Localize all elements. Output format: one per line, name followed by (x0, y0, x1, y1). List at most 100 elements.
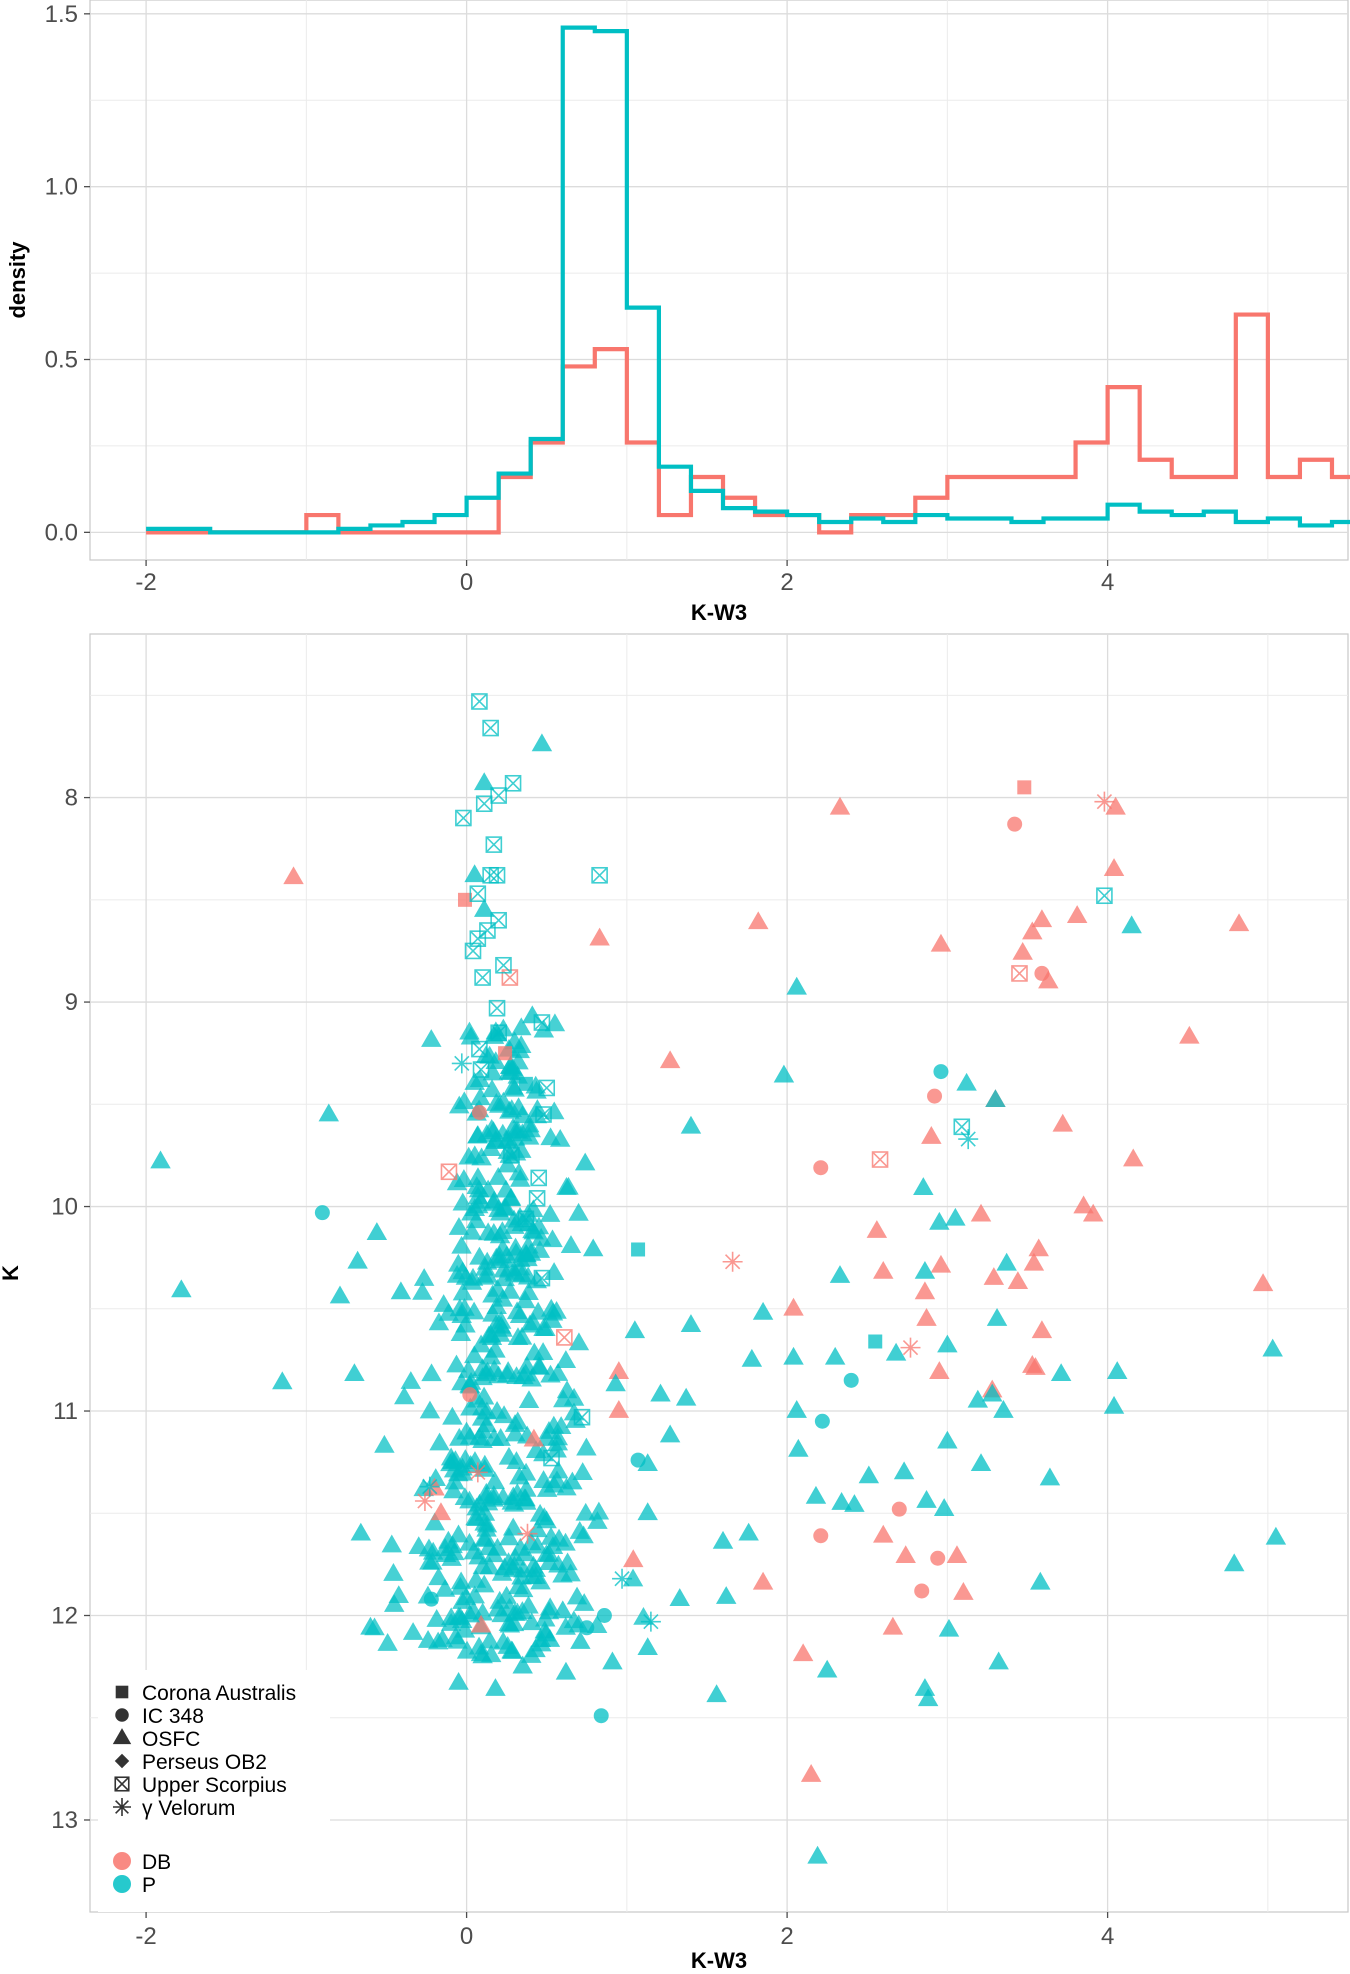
scatter-point-OSFC-P-shape (706, 1684, 727, 1703)
scatter-point-OSFC-P (552, 1600, 573, 1619)
scatter-point-OSFC-P-shape (390, 1281, 412, 1300)
scatter-point-cluster-OSFC-P (402, 1622, 424, 1640)
histogram-y-tick-label: 1.5 (45, 1, 78, 28)
legend-shape-key-shape (113, 1798, 131, 1816)
scatter-point-OSFC-P-shape (350, 1522, 372, 1541)
scatter-point-cluster-OSFC-P (462, 1267, 484, 1286)
histogram-line-DB (146, 312, 1350, 535)
scatter-point-Upper-Scorpius-P-shape (469, 885, 487, 902)
scatter-point-OSFC-P-shape (786, 1400, 807, 1418)
scatter-point-Upper-Scorpius-P-shape (503, 1147, 520, 1164)
scatter-point-cluster-OSFC-P (481, 1079, 503, 1098)
scatter-point-cluster-OSFC-P-shape (498, 1527, 520, 1546)
histogram-x-tick-label: -2 (135, 569, 156, 596)
scatter-point-IC-348-DB-shape (813, 1528, 829, 1544)
scatter-point-cluster-OSFC-P-shape (458, 1360, 479, 1378)
scatter-point-IC-348-DB (914, 1583, 930, 1599)
scatter-point-cluster-OSFC-P-shape (461, 1221, 483, 1240)
scatter-point-cluster-OSFC-P-shape (464, 1145, 485, 1164)
scatter-point-OSFC-P (917, 1688, 939, 1707)
scatter-point-cluster-OSFC-P (470, 1087, 491, 1106)
scatter-point-cluster-OSFC-P (469, 1069, 491, 1087)
scatter-point-OSFC-P-shape (937, 1334, 958, 1353)
scatter-point-OSFC-DB (1052, 1113, 1073, 1132)
scatter-point-cluster-OSFC-P (426, 1609, 447, 1627)
scatter-point-OSFC-P (555, 1661, 577, 1680)
scatter-point-cluster-OSFC-P-shape (529, 1356, 551, 1375)
scatter-point-Upper-Scorpius-P-shape (573, 1408, 591, 1426)
scatter-point-cluster-OSFC-P-shape (560, 1235, 582, 1253)
scatter-point-OSFC-P (913, 1177, 934, 1195)
scatter-point-OSFC-P-shape (929, 1211, 950, 1230)
scatter-point-OSFC-DB-shape (946, 1545, 968, 1564)
scatter-point-cluster-OSFC-P-shape (448, 1253, 469, 1272)
scatter-point-cluster-OSFC-P-shape (452, 1591, 473, 1609)
scatter-point-OSFC-DB (1179, 1025, 1200, 1044)
scatter-point-Upper-Scorpius-DB (1011, 965, 1028, 982)
scatter-point-OSFC-P-shape (1121, 915, 1142, 934)
scatter-point-OSFC-DB-shape (930, 933, 952, 952)
scatter-point-OSFC-DB (523, 1428, 545, 1447)
scatter-point-cluster-OSFC-P-shape (543, 1474, 565, 1493)
scatter-point-Upper-Scorpius-P-shape (533, 1269, 551, 1287)
scatter-point-OSFC-P-shape (637, 1637, 658, 1656)
scatter-point-cluster-OSFC-P-shape (524, 1342, 545, 1361)
scatter-x-tick-label: -2 (135, 1923, 156, 1950)
scatter-point-cluster-OSFC-P (461, 1221, 483, 1240)
scatter-point-IC-348-DB (471, 1104, 487, 1120)
scatter-point-OSFC-P (712, 1530, 734, 1549)
scatter-point-Corona-Australis-DB-shape (498, 1046, 513, 1061)
scatter-point-cluster-OSFC-P (510, 1035, 532, 1053)
scatter-point-cluster-OSFC-P (421, 1363, 442, 1382)
scatter-point-Velorum-DB-shape (467, 1462, 488, 1483)
scatter-point-cluster-OSFC-P-shape (488, 1365, 509, 1384)
scatter-point-IC-348-DB (813, 1160, 829, 1176)
scatter-point-OSFC-DB (970, 1203, 992, 1222)
scatter-point-cluster-OSFC-P (530, 1571, 551, 1590)
scatter-point-Corona-Australis-P (518, 1076, 533, 1091)
scatter-point-OSFC-P-shape (605, 1373, 626, 1392)
scatter-point-OSFC-DB (1031, 1320, 1053, 1339)
scatter-point-Upper-Scorpius-P-shape (471, 1040, 488, 1058)
scatter-point-Velorum-P (958, 1129, 979, 1150)
scatter-point-cluster-OSFC-P (498, 1527, 520, 1546)
scatter-point-cluster-OSFC-P (521, 1532, 542, 1551)
scatter-point-Upper-Scorpius-P-cross (591, 867, 608, 884)
scatter-point-cluster-OSFC-P (520, 1242, 542, 1261)
scatter-point-Upper-Scorpius-P (535, 1106, 552, 1123)
scatter-point-Upper-Scorpius-DB-shape (1011, 965, 1028, 982)
scatter-point-cluster-OSFC-P (492, 1238, 514, 1257)
legend-shape-key-cross (114, 1776, 130, 1792)
scatter-point-OSFC-DB-shape (1031, 909, 1053, 928)
scatter-point-OSFC-P-shape (1262, 1338, 1283, 1357)
scatter-point-Upper-Scorpius-DB-shape (440, 1163, 458, 1181)
scatter-point-cluster-OSFC-P-shape (444, 1471, 465, 1490)
scatter-point-cluster-OSFC-P (473, 1529, 495, 1547)
scatter-point-OSFC-DB-shape (983, 1267, 1005, 1285)
scatter-point-cluster-OSFC-P (476, 1482, 497, 1501)
scatter-point-OSFC-P-shape (741, 1348, 763, 1367)
scatter-point-OSFC-P-shape (996, 1252, 1017, 1271)
scatter-point-cluster-OSFC-P-shape (479, 1045, 500, 1064)
scatter-point-cluster-OSFC-P-shape (550, 1128, 571, 1147)
scatter-point-OSFC-P (464, 864, 485, 883)
scatter-point-OSFC-P (637, 1637, 658, 1656)
scatter-point-cluster-OSFC-P (505, 1423, 526, 1442)
scatter-point-OSFC-DB (1105, 796, 1126, 815)
scatter-point-cluster-OSFC-P (500, 1062, 522, 1080)
scatter-point-cluster-OSFC-P-shape (496, 1585, 517, 1604)
scatter-point-Upper-Scorpius-P (517, 1210, 535, 1228)
scatter-point-OSFC-P (1262, 1338, 1283, 1357)
scatter-point-OSFC-P-shape (680, 1314, 702, 1332)
scatter-point-OSFC-P (602, 1651, 623, 1670)
scatter-point-cluster-OSFC-P-shape (452, 1282, 474, 1301)
scatter-point-cluster-OSFC-P-shape (448, 1217, 470, 1235)
scatter-point-cluster-OSFC-P (467, 1167, 489, 1186)
scatter-point-cluster-OSFC-P-shape (421, 1363, 442, 1382)
histogram-y-ticks: 0.0 0.5 1.0 1.5 (45, 1, 90, 546)
scatter-point-OSFC-P-shape (988, 1651, 1009, 1670)
scatter-point-OSFC-P (956, 1072, 977, 1091)
scatter-point-Upper-Scorpius-P-shape (530, 1169, 548, 1187)
scatter-point-cluster-OSFC-P (502, 1517, 524, 1536)
scatter-point-OSFC-P (637, 1453, 658, 1472)
